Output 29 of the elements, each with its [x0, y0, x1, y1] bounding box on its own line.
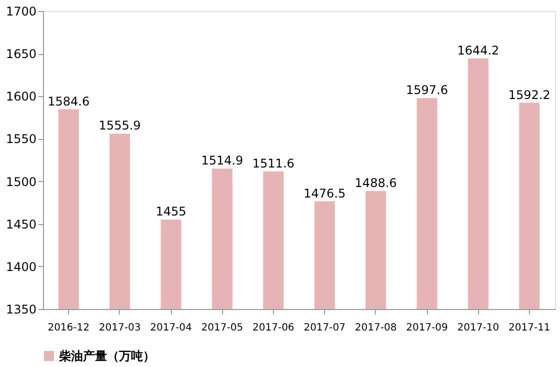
- y-tick-label: 1500: [6, 174, 36, 189]
- data-label: 1488.6: [354, 176, 397, 190]
- data-label: 1511.6: [252, 156, 294, 170]
- x-tick-label: 2017-09: [406, 322, 448, 334]
- data-label: 1476.5: [304, 186, 346, 200]
- x-tick-label: 2017-05: [201, 322, 244, 334]
- y-tick-label: 1400: [6, 260, 36, 274]
- y-tick-label: 1700: [6, 4, 36, 18]
- data-label: 1592.2: [508, 88, 550, 102]
- data-label: 1584.6: [48, 94, 90, 108]
- x-tick-label: 2017-07: [304, 322, 346, 334]
- y-tick-label: 1350: [6, 302, 36, 316]
- x-tick-label: 2017-10: [457, 322, 500, 334]
- x-tick-label: 2017-08: [354, 322, 397, 334]
- x-tick-label: 2017-06: [252, 322, 294, 334]
- x-tick-label: 2017-03: [98, 322, 141, 334]
- y-tick-label: 1650: [6, 47, 36, 62]
- y-tick-label: 1550: [6, 132, 36, 146]
- data-label: 1514.9: [201, 154, 244, 168]
- data-label: 1455: [156, 204, 186, 219]
- legend-label: 柴油产量（万吨）: [58, 349, 155, 363]
- y-tick-label: 1600: [6, 90, 36, 104]
- x-tick-label: 2016-12: [48, 322, 90, 334]
- data-label: 1644.2: [457, 44, 500, 58]
- y-tick-label: 1450: [6, 217, 36, 232]
- data-label: 1555.9: [98, 118, 141, 133]
- data-label: 1597.6: [406, 83, 448, 98]
- x-tick-label: 2017-11: [508, 322, 550, 334]
- x-tick-label: 2017-04: [150, 322, 192, 334]
